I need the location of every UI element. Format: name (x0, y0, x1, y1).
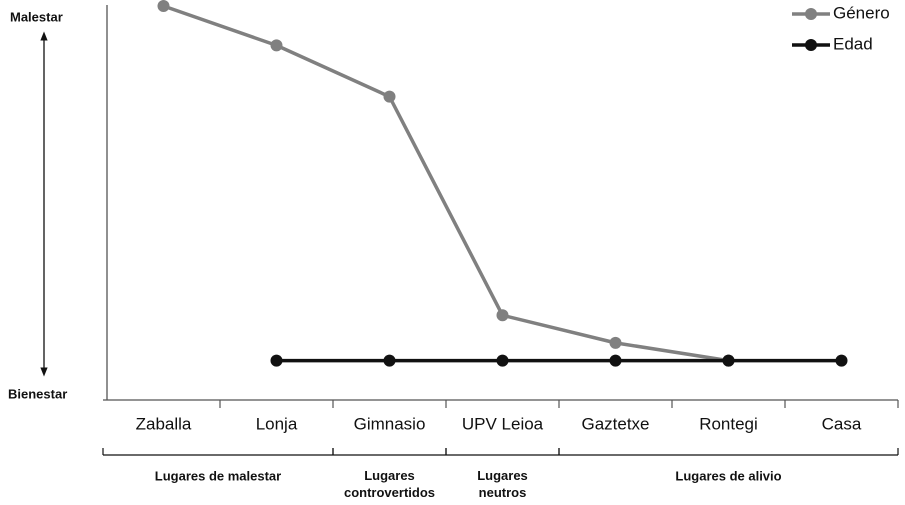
point (496, 354, 509, 367)
legend-marker (805, 8, 817, 20)
x-tick-label: Gaztetxe (581, 414, 649, 433)
point (157, 0, 170, 12)
point (496, 309, 509, 322)
point (722, 354, 735, 367)
group-label: Lugares neutros (477, 468, 528, 500)
x-tick-label: Lonja (256, 414, 298, 433)
group-label: Lugares de alivio (675, 468, 781, 483)
line (162, 4, 729, 363)
point (270, 39, 283, 52)
y-top-label: Malestar (10, 9, 63, 24)
group-label: Lugares de malestar (155, 468, 281, 483)
point (383, 354, 396, 367)
group-label: Lugares controvertidos (344, 468, 435, 500)
legend-marker (805, 39, 817, 51)
point (835, 354, 848, 367)
point (270, 354, 283, 367)
y-bottom-label: Bienestar (8, 386, 67, 401)
x-tick-label: Zaballa (136, 414, 192, 433)
point (383, 90, 396, 103)
x-tick-label: Gimnasio (354, 414, 426, 433)
x-tick-label: Casa (822, 414, 862, 433)
legend-label: Género (833, 3, 890, 22)
point (609, 336, 622, 349)
point (609, 354, 622, 367)
x-tick-label: UPV Leioa (462, 414, 544, 433)
legend-label: Edad (833, 34, 873, 53)
x-tick-label: Rontegi (699, 414, 758, 433)
